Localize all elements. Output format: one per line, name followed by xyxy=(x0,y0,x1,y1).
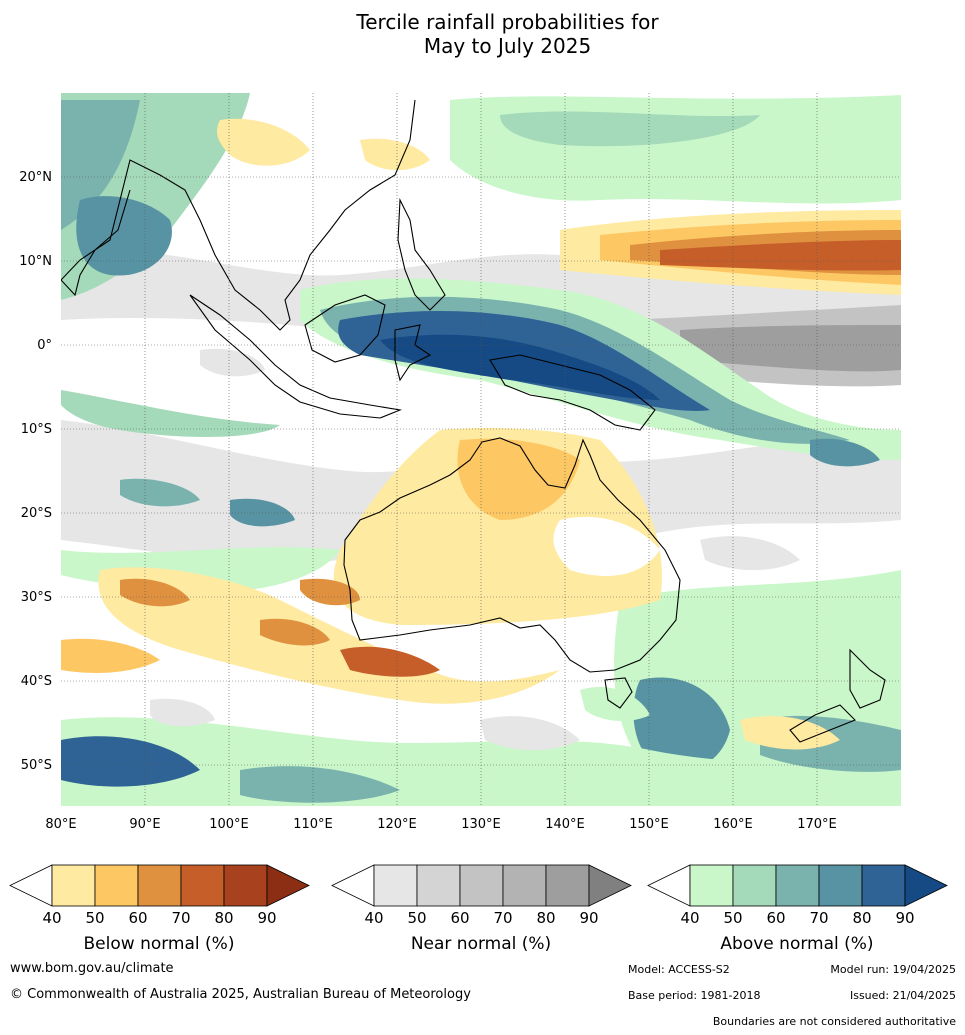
colorbar-segment xyxy=(180,864,225,907)
colorbar-segment xyxy=(94,864,139,907)
lat-label: 30°S xyxy=(21,590,52,605)
colorbar-tick-label: 90 xyxy=(257,909,276,927)
colorbar-extend-high xyxy=(904,864,948,907)
issued-date: Issued: 21/04/2025 xyxy=(849,989,956,1002)
map-panel: 20°N 10°N 0° 10°S 20°S 30°S 40°S 50°S 80… xyxy=(0,80,965,840)
model-run: Model run: 19/04/2025 xyxy=(830,963,956,976)
colorbar-extend-low xyxy=(647,864,691,907)
lat-label: 20°S xyxy=(21,506,52,521)
lon-label: 120°E xyxy=(377,817,417,832)
colorbar-above-normal: Above normal (%) 40 50 60 70 80 90 xyxy=(647,864,948,954)
colorbar-segment xyxy=(51,864,96,907)
colorbar-extend-high xyxy=(588,864,632,907)
colorbar-segment xyxy=(373,864,418,907)
colorbar-extend-low xyxy=(9,864,53,907)
colorbar-title: Above normal (%) xyxy=(720,934,873,954)
copyright-notice: © Commonwealth of Australia 2025, Austra… xyxy=(10,987,471,1002)
lon-label: 160°E xyxy=(713,817,753,832)
colorbar-extend-low xyxy=(331,864,375,907)
colorbar-title: Below normal (%) xyxy=(84,934,235,954)
lat-label: 20°N xyxy=(19,170,52,185)
map-svg: 20°N 10°N 0° 10°S 20°S 30°S 40°S 50°S 80… xyxy=(19,93,901,832)
colorbar-segment xyxy=(459,864,504,907)
lat-label: 40°S xyxy=(21,674,52,689)
colorbar-segment xyxy=(223,864,268,907)
sumatra-java-coastline xyxy=(189,294,403,419)
philippines-coastline xyxy=(397,197,446,311)
colorbar-tick-label: 90 xyxy=(579,909,598,927)
website-link[interactable]: www.bom.gov.au/climate xyxy=(10,961,174,976)
lat-label: 50°S xyxy=(21,758,52,773)
colorbar-below-normal: Below normal (%) 40 50 60 70 80 90 xyxy=(9,864,310,954)
colorbar-near-normal: Near normal (%) 40 50 60 70 80 90 xyxy=(331,864,632,954)
colorbar-segment xyxy=(861,864,906,907)
graticule xyxy=(61,93,901,806)
colorbar-segment xyxy=(137,864,182,907)
lon-label: 80°E xyxy=(45,817,76,832)
lat-label: 0° xyxy=(37,338,52,353)
latitude-labels: 20°N 10°N 0° 10°S 20°S 30°S 40°S 50°S xyxy=(19,170,52,773)
base-period: Base period: 1981-2018 xyxy=(628,989,761,1002)
new-guinea-coastline xyxy=(489,354,656,431)
map-title: Tercile rainfall probabilities for May t… xyxy=(0,10,965,58)
colorbar-segment xyxy=(502,864,547,907)
sulawesi-coastline xyxy=(394,324,432,382)
colorbar-segment xyxy=(545,864,590,907)
australia-coastline xyxy=(343,437,681,673)
probability-field xyxy=(61,93,901,806)
title-line-1: Tercile rainfall probabilities for xyxy=(356,10,659,34)
lon-label: 170°E xyxy=(797,817,837,832)
colorbar-tick-label: 80 xyxy=(852,909,871,927)
tasmania-coastline xyxy=(604,677,633,709)
boundaries-note: Boundaries are not considered authoritat… xyxy=(712,1015,956,1028)
longitude-labels: 80°E 90°E 100°E 110°E 120°E 130°E 140°E … xyxy=(45,817,836,832)
coastlines xyxy=(61,99,886,743)
colorbar-tick-label: 50 xyxy=(85,909,104,927)
asia-coastline xyxy=(61,99,416,331)
colorbar-tick-label: 50 xyxy=(723,909,742,927)
colorbar-tick-label: 70 xyxy=(493,909,512,927)
lon-label: 150°E xyxy=(629,817,669,832)
colorbar-tick-label: 40 xyxy=(42,909,61,927)
india-coastline xyxy=(61,189,131,297)
colorbar-tick-label: 70 xyxy=(809,909,828,927)
colorbar-segment xyxy=(689,864,734,907)
lon-label: 130°E xyxy=(461,817,501,832)
colorbar-tick-label: 70 xyxy=(171,909,190,927)
colorbar-segment xyxy=(775,864,820,907)
borneo-coastline xyxy=(304,294,386,363)
colorbar-tick-label: 60 xyxy=(450,909,469,927)
new-zealand-coastline xyxy=(789,648,886,743)
colorbar-tick-label: 60 xyxy=(766,909,785,927)
colorbar-tick-label: 80 xyxy=(536,909,555,927)
model-name: Model: ACCESS-S2 xyxy=(628,963,730,976)
colorbars-svg: Below normal (%) 40 50 60 70 80 90 Near norma… xyxy=(9,864,948,954)
colorbar-segment xyxy=(818,864,863,907)
colorbar-extend-high xyxy=(266,864,310,907)
colorbar-segment xyxy=(416,864,461,907)
lon-label: 100°E xyxy=(209,817,249,832)
lat-label: 10°N xyxy=(19,254,52,269)
title-line-2: May to July 2025 xyxy=(423,34,592,58)
legend-panel: Below normal (%) 40 50 60 70 80 90 Near norma… xyxy=(0,860,965,960)
colorbar-tick-label: 90 xyxy=(895,909,914,927)
colorbar-tick-label: 60 xyxy=(128,909,147,927)
colorbar-title: Near normal (%) xyxy=(411,934,551,954)
lon-label: 90°E xyxy=(129,817,160,832)
colorbar-tick-label: 50 xyxy=(407,909,426,927)
lat-label: 10°S xyxy=(21,422,52,437)
lon-label: 110°E xyxy=(293,817,333,832)
lon-label: 140°E xyxy=(545,817,585,832)
colorbar-tick-label: 40 xyxy=(364,909,383,927)
colorbar-tick-label: 40 xyxy=(680,909,699,927)
colorbar-tick-label: 80 xyxy=(214,909,233,927)
colorbar-segment xyxy=(732,864,777,907)
